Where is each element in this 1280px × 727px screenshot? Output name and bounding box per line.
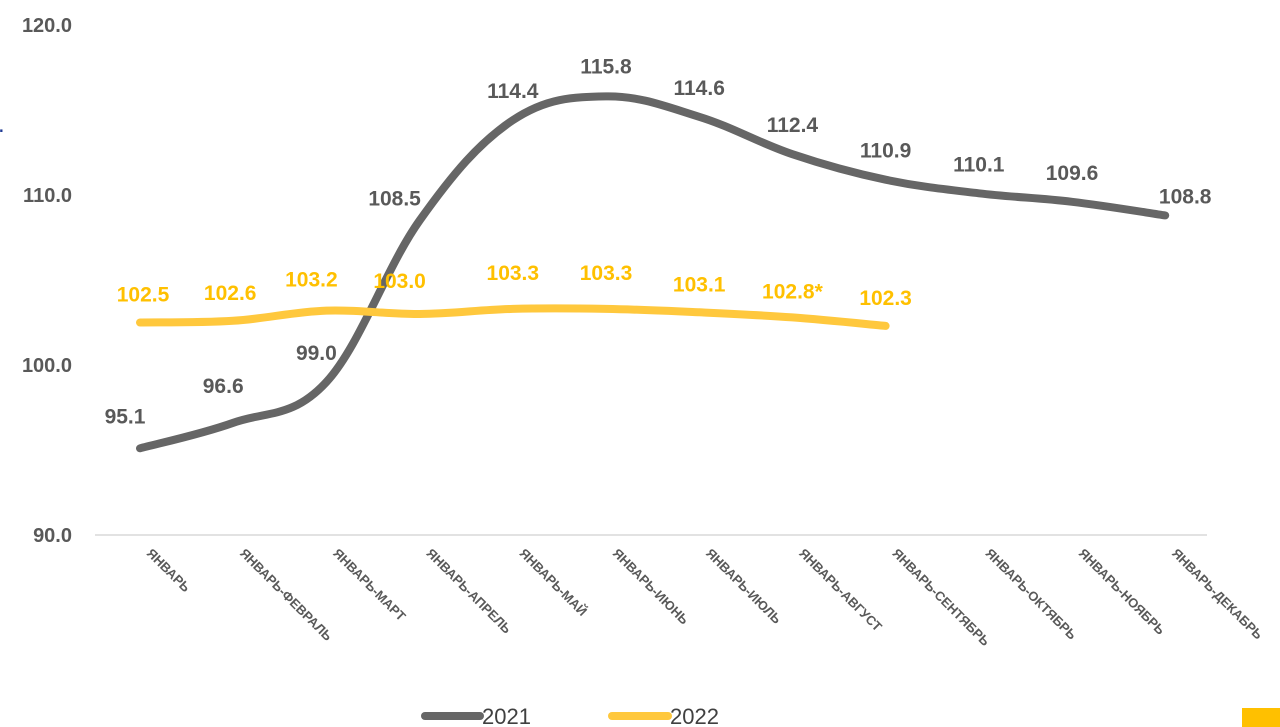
data-labels: 95.1 96.6 99.0 108.5 114.4 115.8 114.6 112.4 110…	[105, 55, 1212, 428]
x-tick-label: ЯНВАРЬ-АВГУСТ	[796, 546, 885, 635]
data-label: 103.2	[285, 269, 338, 292]
series-line-2022	[136, 304, 890, 330]
y-tick-label: 110.0	[23, 185, 72, 207]
x-tick-label: ЯНВАРЬ-ОКТЯБРЬ	[983, 546, 1080, 643]
data-label: 109.6	[1046, 162, 1099, 185]
data-label: 96.6	[203, 375, 244, 398]
data-label: 102.3	[859, 287, 912, 310]
data-label: 103.3	[580, 262, 633, 285]
y-tick-label: 90.0	[33, 525, 72, 547]
x-tick-label: ЯНВАРЬ-НОЯБРЬ	[1076, 546, 1168, 638]
data-label: 102.8*	[762, 280, 824, 303]
y-tick-label: 120.0	[22, 15, 72, 37]
corner-fragment: .	[0, 111, 5, 138]
x-tick-label: ЯНВАРЬ-МАРТ	[330, 546, 408, 624]
data-label: 103.0	[373, 270, 426, 293]
data-label: 99.0	[296, 342, 337, 365]
x-tick-label: ЯНВАРЬ-ДЕКАБРЬ	[1169, 546, 1266, 643]
legend-label-2022: 2022	[670, 704, 719, 727]
data-label: 103.3	[487, 262, 540, 285]
data-label: 112.4	[767, 114, 819, 137]
data-label: 114.6	[673, 77, 724, 100]
y-tick-label: 100.0	[22, 355, 72, 377]
x-tick-label: ЯНВАРЬ-АПРЕЛЬ	[423, 546, 514, 637]
y-axis-ticks: 90.0 100.0 110.0 120.0	[22, 15, 72, 547]
data-label: 103.1	[673, 273, 726, 296]
data-label: 102.6	[204, 282, 257, 305]
legend: 2021 2022	[421, 704, 719, 727]
x-tick-label: ЯНВАРЬ-МАЙ	[517, 546, 590, 619]
data-label: 115.8	[580, 55, 632, 78]
corner-box	[1242, 708, 1280, 727]
data-label: 108.5	[368, 188, 421, 211]
x-tick-label: ЯНВАРЬ-ИЮЛЬ	[703, 546, 784, 627]
series-line-2021	[136, 92, 1170, 453]
series-lines	[136, 92, 1170, 453]
legend-label-2021: 2021	[482, 704, 531, 727]
data-label: 114.4	[487, 80, 539, 103]
x-tick-label: ЯНВАРЬ	[144, 546, 193, 595]
data-label: 102.5	[117, 284, 170, 307]
data-label: 108.8	[1159, 185, 1212, 208]
data-label: 110.1	[953, 153, 1005, 176]
x-tick-label: ЯНВАРЬ-ИЮНЬ	[610, 546, 692, 628]
data-label: 110.9	[860, 140, 911, 163]
x-tick-label: ЯНВАРЬ-СЕНТЯБРЬ	[889, 546, 992, 649]
x-tick-label: ЯНВАРЬ-ФЕВРАЛЬ	[237, 546, 335, 644]
data-label: 95.1	[105, 405, 146, 428]
